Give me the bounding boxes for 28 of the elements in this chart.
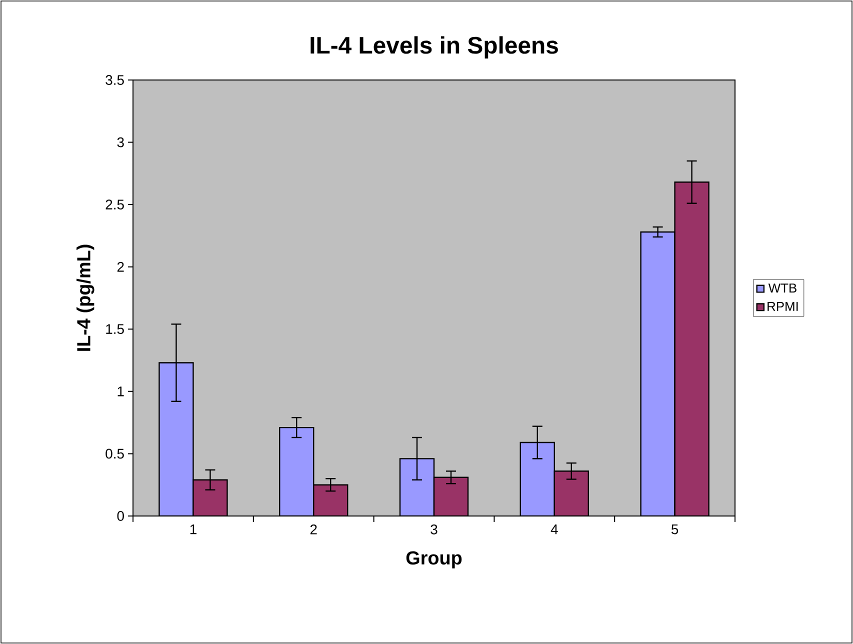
x-tick-label: 1 — [190, 524, 196, 534]
y-tick-label: 3 — [117, 137, 124, 148]
bar — [433, 476, 469, 516]
y-tick-label: 0 — [117, 511, 124, 521]
x-tick-label: 2 — [310, 524, 317, 534]
bar — [520, 442, 556, 516]
bar — [158, 362, 194, 516]
x-tick-label: 5 — [671, 524, 678, 534]
legend-label: RPMI — [768, 302, 798, 311]
y-tick-label: 1 — [118, 386, 124, 396]
y-tick-label: 1.5 — [106, 324, 124, 334]
bar — [313, 484, 348, 516]
chart-title: IL-4 Levels in Spleens — [310, 36, 558, 58]
bar — [674, 182, 710, 516]
bar — [192, 479, 228, 516]
x-tick-label: 4 — [550, 524, 558, 534]
x-tick-label: 3 — [430, 524, 438, 534]
bar — [640, 231, 676, 516]
bar — [399, 458, 435, 516]
bar — [554, 470, 590, 516]
legend-label: WTB — [768, 284, 796, 292]
y-tick-label: 3.5 — [106, 75, 124, 85]
y-tick-label: 2.5 — [106, 200, 124, 210]
bar — [279, 426, 314, 516]
y-tick-label: 2 — [117, 262, 124, 272]
x-axis-title: Group — [406, 551, 462, 568]
y-tick-label: 0.5 — [106, 448, 124, 459]
y-axis-title: IL-4 (pg/mL) — [76, 244, 94, 351]
